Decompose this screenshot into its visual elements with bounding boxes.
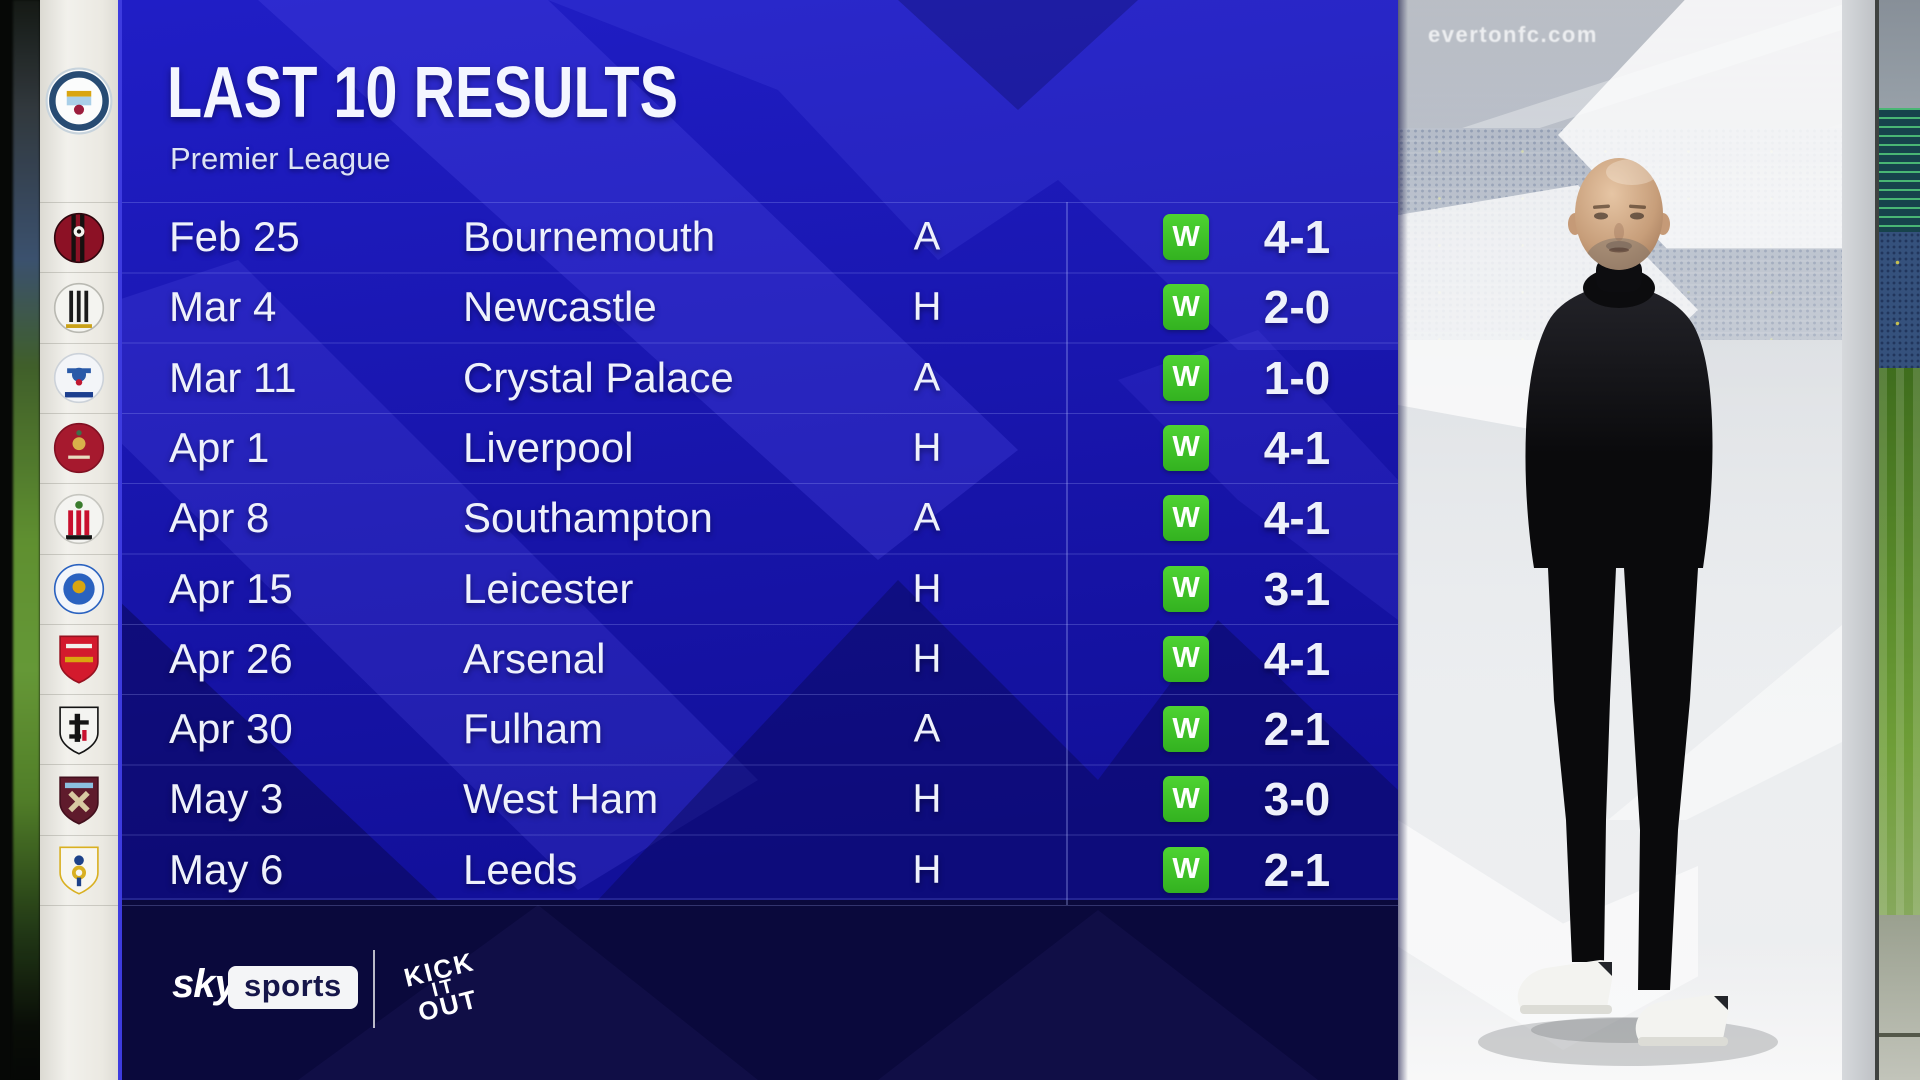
logo-divider xyxy=(373,950,375,1028)
home-away-indicator: H xyxy=(912,636,942,681)
sliver-roof xyxy=(1879,0,1920,108)
result-row: Mar 4 Newcastle H W 2-0 xyxy=(122,272,1398,342)
win-result-badge: W xyxy=(1163,495,1209,542)
win-result-badge: W xyxy=(1163,354,1209,401)
home-away-indicator: A xyxy=(913,706,941,751)
opponent-badge-leicester xyxy=(40,553,118,624)
opponent-badge-leeds xyxy=(40,834,118,905)
sky-logo: sky xyxy=(172,962,237,1006)
sliver-crowd xyxy=(1879,232,1920,368)
pep-guardiola-figure xyxy=(1478,158,1778,1066)
panel-pattern-background xyxy=(122,0,1398,1080)
opponent-name: Bournemouth xyxy=(463,213,716,260)
opponent-badge-crystal-palace xyxy=(40,342,118,413)
match-date: Mar 4 xyxy=(169,283,277,331)
results-panel: LAST 10 RESULTS Premier League Feb 25 Bo… xyxy=(118,0,1398,1080)
match-date: Mar 11 xyxy=(169,353,297,401)
sliver-scoreboard xyxy=(1879,108,1920,232)
home-away-indicator: H xyxy=(912,284,942,329)
match-score: 4-1 xyxy=(1263,632,1331,685)
opponent-name: Liverpool xyxy=(463,423,634,471)
home-away-indicator: A xyxy=(913,495,941,540)
sliver-apron xyxy=(1879,915,1920,1080)
result-row: May 3 West Ham H W 3-0 xyxy=(122,764,1398,834)
win-result-badge: W xyxy=(1163,565,1209,612)
sky-sports-logo: sports xyxy=(228,966,358,1009)
home-away-indicator: A xyxy=(913,355,941,400)
match-score: 3-0 xyxy=(1263,773,1331,826)
result-row: Feb 25 Bournemouth A W 4-1 xyxy=(122,202,1398,272)
result-row: Apr 1 Liverpool H W 4-1 xyxy=(122,413,1398,483)
opponent-name: Leeds xyxy=(463,845,578,893)
manager-photo-panel: evertonfc.com xyxy=(1398,0,1920,1080)
opponent-name: Crystal Palace xyxy=(463,353,734,401)
home-away-indicator: H xyxy=(912,566,942,610)
score-column-divider xyxy=(1066,202,1068,905)
match-score: 4-1 xyxy=(1263,492,1331,545)
match-score: 3-1 xyxy=(1263,562,1331,615)
result-row: Apr 15 Leicester H W 3-1 xyxy=(122,554,1398,624)
opponent-badge-liverpool xyxy=(40,412,118,483)
opponent-badge-arsenal xyxy=(40,623,118,694)
match-date: Apr 8 xyxy=(169,494,270,542)
opponent-badge-fulham xyxy=(40,694,118,764)
win-result-badge: W xyxy=(1163,284,1209,331)
win-result-badge: W xyxy=(1163,214,1209,260)
kick-it-out-logo: KICK IT OUT xyxy=(398,942,490,1034)
home-away-indicator: H xyxy=(912,776,942,821)
home-away-indicator: H xyxy=(912,847,942,892)
result-row: May 6 Leeds H W 2-1 xyxy=(122,835,1398,905)
stadium-pillar xyxy=(1842,0,1875,1080)
opponent-badge-bournemouth xyxy=(40,202,118,272)
result-row: Apr 8 Southampton A W 4-1 xyxy=(122,483,1398,553)
home-away-indicator: H xyxy=(912,425,942,470)
opponent-badge-southampton xyxy=(40,483,118,553)
result-row: Apr 26 Arsenal H W 4-1 xyxy=(122,624,1398,694)
match-score: 2-1 xyxy=(1263,703,1331,756)
match-score: 4-1 xyxy=(1263,421,1331,474)
match-date: Apr 30 xyxy=(169,705,293,753)
competition-label: Premier League xyxy=(170,141,391,176)
sliver-pitch xyxy=(1879,368,1920,915)
match-date: Apr 26 xyxy=(169,634,293,682)
result-row: Apr 30 Fulham A W 2-1 xyxy=(122,694,1398,764)
win-result-badge: W xyxy=(1163,635,1209,682)
results-table: Feb 25 Bournemouth A W 4-1 Mar 4 Newcast… xyxy=(122,0,1398,1080)
opponent-name: Leicester xyxy=(463,564,634,612)
stadium-sliver xyxy=(1879,0,1920,1080)
kick-it-out-text: KICK IT OUT xyxy=(401,946,482,1028)
win-result-badge: W xyxy=(1163,846,1209,893)
result-row: Mar 11 Crystal Palace A W 1-0 xyxy=(122,343,1398,413)
home-away-indicator: A xyxy=(913,214,941,259)
match-score: 1-0 xyxy=(1263,351,1331,404)
match-date: May 6 xyxy=(169,845,284,893)
match-date: Feb 25 xyxy=(169,213,300,260)
opponent-name: Fulham xyxy=(463,705,604,753)
win-result-badge: W xyxy=(1163,706,1209,753)
win-result-badge: W xyxy=(1163,776,1209,823)
page-title: LAST 10 RESULTS xyxy=(167,53,679,133)
pillar-edge xyxy=(1875,0,1879,1080)
match-score: 4-1 xyxy=(1263,211,1331,263)
screen-edge-strip xyxy=(0,0,40,1080)
opponent-name: Arsenal xyxy=(463,634,606,682)
match-date: May 3 xyxy=(169,775,284,823)
blurred-pitch-edge xyxy=(13,0,40,1080)
team-badge-rail xyxy=(40,0,118,1080)
opponent-badge-newcastle xyxy=(40,272,118,342)
match-score: 2-0 xyxy=(1263,281,1331,334)
opponent-name: West Ham xyxy=(463,775,659,823)
opponent-name: Newcastle xyxy=(463,283,657,331)
manchester-city-badge xyxy=(40,0,118,202)
opponent-name: Southampton xyxy=(463,494,713,542)
win-result-badge: W xyxy=(1163,424,1209,471)
match-date: Apr 1 xyxy=(169,423,270,471)
match-score: 2-1 xyxy=(1263,843,1331,896)
rail-divider xyxy=(40,905,118,906)
match-date: Apr 15 xyxy=(169,564,293,612)
opponent-badge-west-ham xyxy=(40,764,118,834)
